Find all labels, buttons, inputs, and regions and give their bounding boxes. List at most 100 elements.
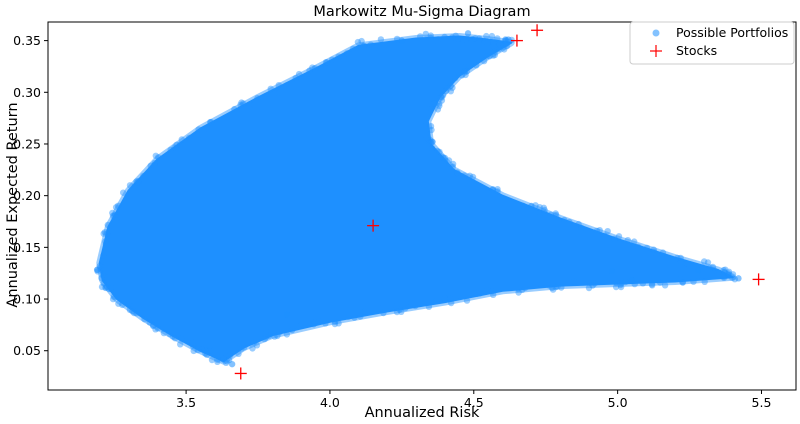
portfolio-point: [97, 263, 105, 271]
portfolio-point: [275, 82, 282, 89]
portfolio-point: [538, 281, 545, 288]
portfolio-point: [587, 279, 594, 286]
portfolio-point: [596, 227, 603, 234]
portfolio-point: [434, 38, 442, 45]
portfolio-point: [628, 277, 636, 284]
portfolio-point: [721, 269, 728, 276]
portfolio-point: [367, 41, 375, 48]
portfolio-point: [150, 322, 157, 329]
portfolio-point: [98, 275, 105, 282]
portfolio-point: [207, 346, 214, 354]
portfolio-point: [441, 33, 448, 41]
portfolio-point: [483, 53, 490, 60]
portfolio-point: [112, 211, 119, 218]
portfolio-point: [679, 279, 686, 286]
portfolio-point: [441, 296, 449, 303]
portfolio-point: [316, 318, 323, 325]
x-axis-label: Annualized Risk: [365, 405, 480, 421]
y-tick-label: 0.15: [13, 240, 41, 255]
portfolio-point: [217, 354, 224, 361]
portfolio-point: [496, 45, 503, 53]
portfolio-point: [151, 161, 158, 168]
portfolio-point: [428, 105, 435, 113]
portfolio-point: [352, 311, 359, 319]
portfolio-point: [98, 266, 105, 273]
portfolio-point: [465, 177, 472, 184]
portfolio-point: [361, 308, 369, 315]
portfolio-point: [204, 348, 212, 355]
portfolio-point: [483, 32, 490, 40]
portfolio-point: [118, 206, 125, 213]
x-tick-label: 5.5: [752, 395, 772, 410]
portfolio-point: [484, 287, 491, 294]
portfolio-point: [698, 273, 706, 280]
portfolio-point: [490, 291, 497, 298]
portfolio-point: [421, 123, 428, 130]
portfolio-point: [253, 342, 261, 349]
portfolio-point: [93, 266, 101, 274]
portfolio-point: [125, 300, 133, 308]
chart-title: Markowitz Mu-Sigma Diagram: [313, 4, 530, 20]
stock-marker: [752, 273, 765, 286]
portfolio-point: [432, 100, 439, 107]
portfolio-point: [473, 62, 480, 69]
portfolio-point: [323, 59, 331, 66]
portfolio-point: [107, 285, 114, 292]
portfolio-point: [427, 32, 434, 39]
portfolio-point: [575, 220, 582, 228]
portfolio-point: [189, 342, 197, 350]
portfolio-point: [475, 56, 482, 63]
portfolio-point: [469, 36, 476, 43]
portfolio-point: [488, 32, 496, 40]
portfolio-point: [226, 352, 233, 359]
portfolio-point: [146, 319, 153, 326]
portfolio-point: [601, 232, 608, 239]
portfolio-point: [166, 330, 173, 337]
portfolio-point: [657, 279, 664, 286]
portfolio-point: [106, 227, 113, 234]
portfolio-point: [434, 106, 442, 113]
portfolio-point: [102, 241, 110, 248]
portfolio-point: [461, 172, 468, 179]
portfolio-point: [494, 188, 501, 195]
portfolio-point: [611, 235, 618, 242]
portfolio-point: [195, 126, 202, 133]
portfolio-point: [102, 238, 109, 245]
portfolio-point: [612, 283, 620, 291]
portfolio-point: [450, 71, 457, 79]
portfolio-point: [102, 273, 109, 281]
portfolio-point: [103, 283, 111, 290]
portfolio-point: [536, 204, 543, 211]
portfolio-point: [98, 283, 106, 291]
portfolio-point: [311, 319, 318, 326]
portfolio-point: [238, 345, 245, 352]
portfolio-point: [202, 347, 209, 355]
portfolio-point: [440, 154, 447, 161]
y-tick-label: 0.35: [13, 33, 41, 48]
portfolio-point: [207, 118, 214, 126]
portfolio-point: [548, 284, 556, 291]
portfolio-point: [240, 100, 247, 107]
portfolio-point: [624, 237, 631, 244]
portfolio-point: [589, 282, 596, 289]
portfolio-point: [488, 288, 496, 295]
portfolio-point: [262, 334, 270, 341]
portfolio-point: [595, 277, 602, 285]
portfolio-point: [267, 327, 275, 335]
portfolio-point: [729, 271, 737, 278]
portfolio-point: [426, 136, 433, 143]
portfolio-scatter-series: [93, 30, 742, 368]
portfolio-point: [677, 257, 685, 265]
portfolio-point: [428, 126, 435, 134]
portfolio-point: [714, 269, 722, 276]
portfolio-point: [137, 310, 144, 317]
portfolio-point: [155, 154, 162, 161]
portfolio-point: [439, 92, 447, 99]
portfolio-point: [331, 318, 339, 325]
portfolio-point: [514, 285, 522, 292]
portfolio-point: [639, 280, 647, 287]
portfolio-point: [463, 68, 470, 75]
portfolio-point: [317, 66, 325, 73]
portfolio-point: [369, 44, 376, 52]
portfolio-point: [471, 35, 479, 42]
